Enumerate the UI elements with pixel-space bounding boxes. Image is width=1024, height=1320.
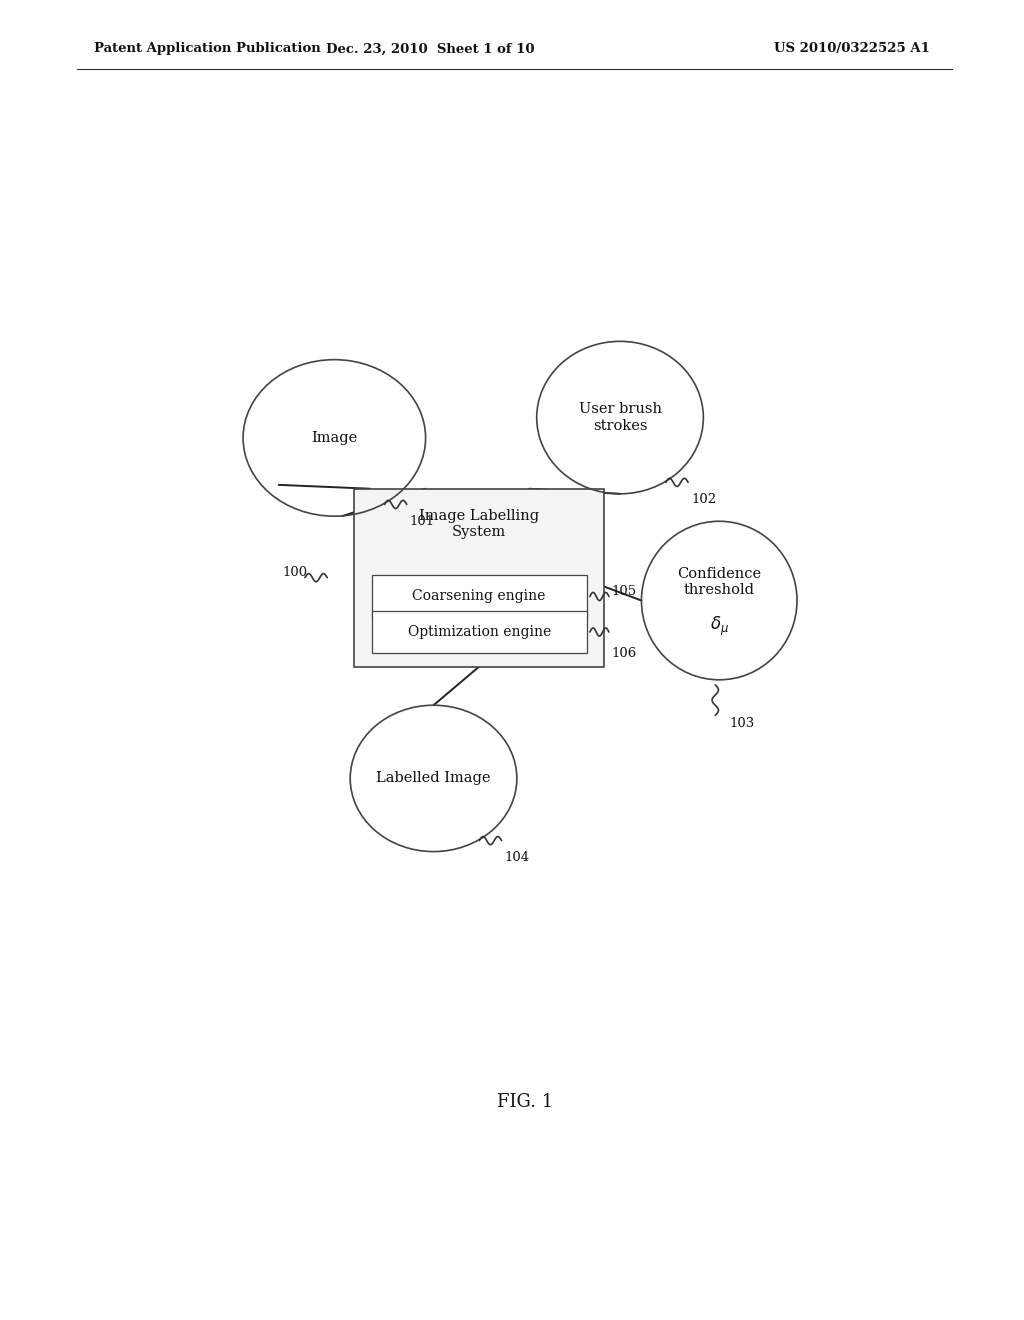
- Text: Optimization engine: Optimization engine: [408, 626, 551, 639]
- Text: Image: Image: [311, 430, 357, 445]
- Text: $\delta_{\mu}$: $\delta_{\mu}$: [710, 614, 729, 638]
- Text: 100: 100: [283, 566, 308, 579]
- Text: FIG. 1: FIG. 1: [497, 1093, 553, 1110]
- FancyBboxPatch shape: [372, 576, 587, 618]
- Text: 106: 106: [611, 647, 637, 660]
- Text: Image Labelling
System: Image Labelling System: [419, 510, 540, 540]
- Text: 105: 105: [611, 585, 637, 598]
- Text: 102: 102: [691, 492, 717, 506]
- Text: Confidence
threshold: Confidence threshold: [677, 568, 761, 598]
- FancyBboxPatch shape: [354, 488, 604, 667]
- Text: 103: 103: [729, 718, 755, 730]
- Text: 101: 101: [410, 515, 435, 528]
- Text: Dec. 23, 2010  Sheet 1 of 10: Dec. 23, 2010 Sheet 1 of 10: [326, 42, 535, 55]
- Text: Labelled Image: Labelled Image: [376, 771, 490, 785]
- Text: Patent Application Publication: Patent Application Publication: [94, 42, 321, 55]
- Text: User brush
strokes: User brush strokes: [579, 403, 662, 433]
- Text: Coarsening engine: Coarsening engine: [413, 590, 546, 603]
- Text: US 2010/0322525 A1: US 2010/0322525 A1: [774, 42, 930, 55]
- Text: 104: 104: [505, 851, 529, 863]
- FancyBboxPatch shape: [372, 611, 587, 653]
